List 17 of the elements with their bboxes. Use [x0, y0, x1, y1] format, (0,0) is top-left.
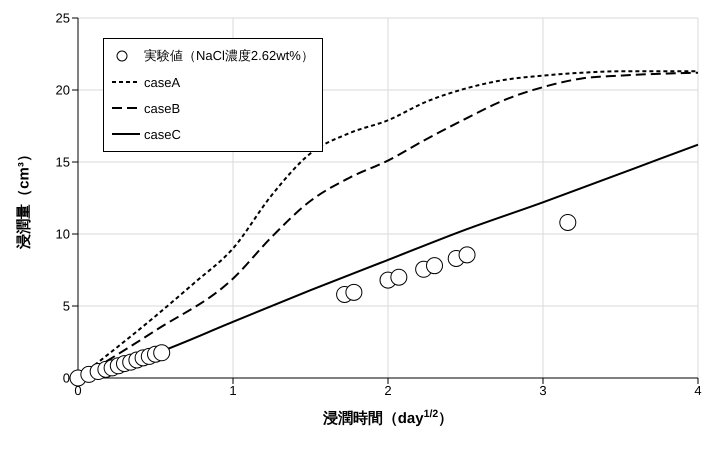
x-tick-label: 2	[384, 383, 392, 398]
x-axis-title: 浸潤時間（day$^{1/2}$）	[322, 408, 454, 427]
legend-label: caseA	[144, 74, 180, 90]
legend-label: 実験値（NaCl濃度2.62wt%）	[144, 47, 314, 65]
x-tick-label: 1	[229, 383, 237, 398]
y-tick-label: 0	[62, 370, 70, 386]
legend-label: caseC	[144, 126, 181, 142]
legend-label: caseB	[144, 100, 180, 116]
y-tick-label: 5	[62, 298, 70, 314]
x-tick-label: 0	[74, 383, 82, 398]
y-tick-label: 20	[56, 82, 70, 98]
y-axis-title: 浸潤量（cm³）	[15, 147, 32, 250]
y-tick-label: 10	[56, 226, 70, 242]
x-tick-label: 4	[694, 383, 702, 398]
y-tick-label: 15	[56, 154, 70, 170]
x-tick-label: 3	[539, 383, 547, 398]
y-tick-label: 25	[56, 10, 70, 26]
